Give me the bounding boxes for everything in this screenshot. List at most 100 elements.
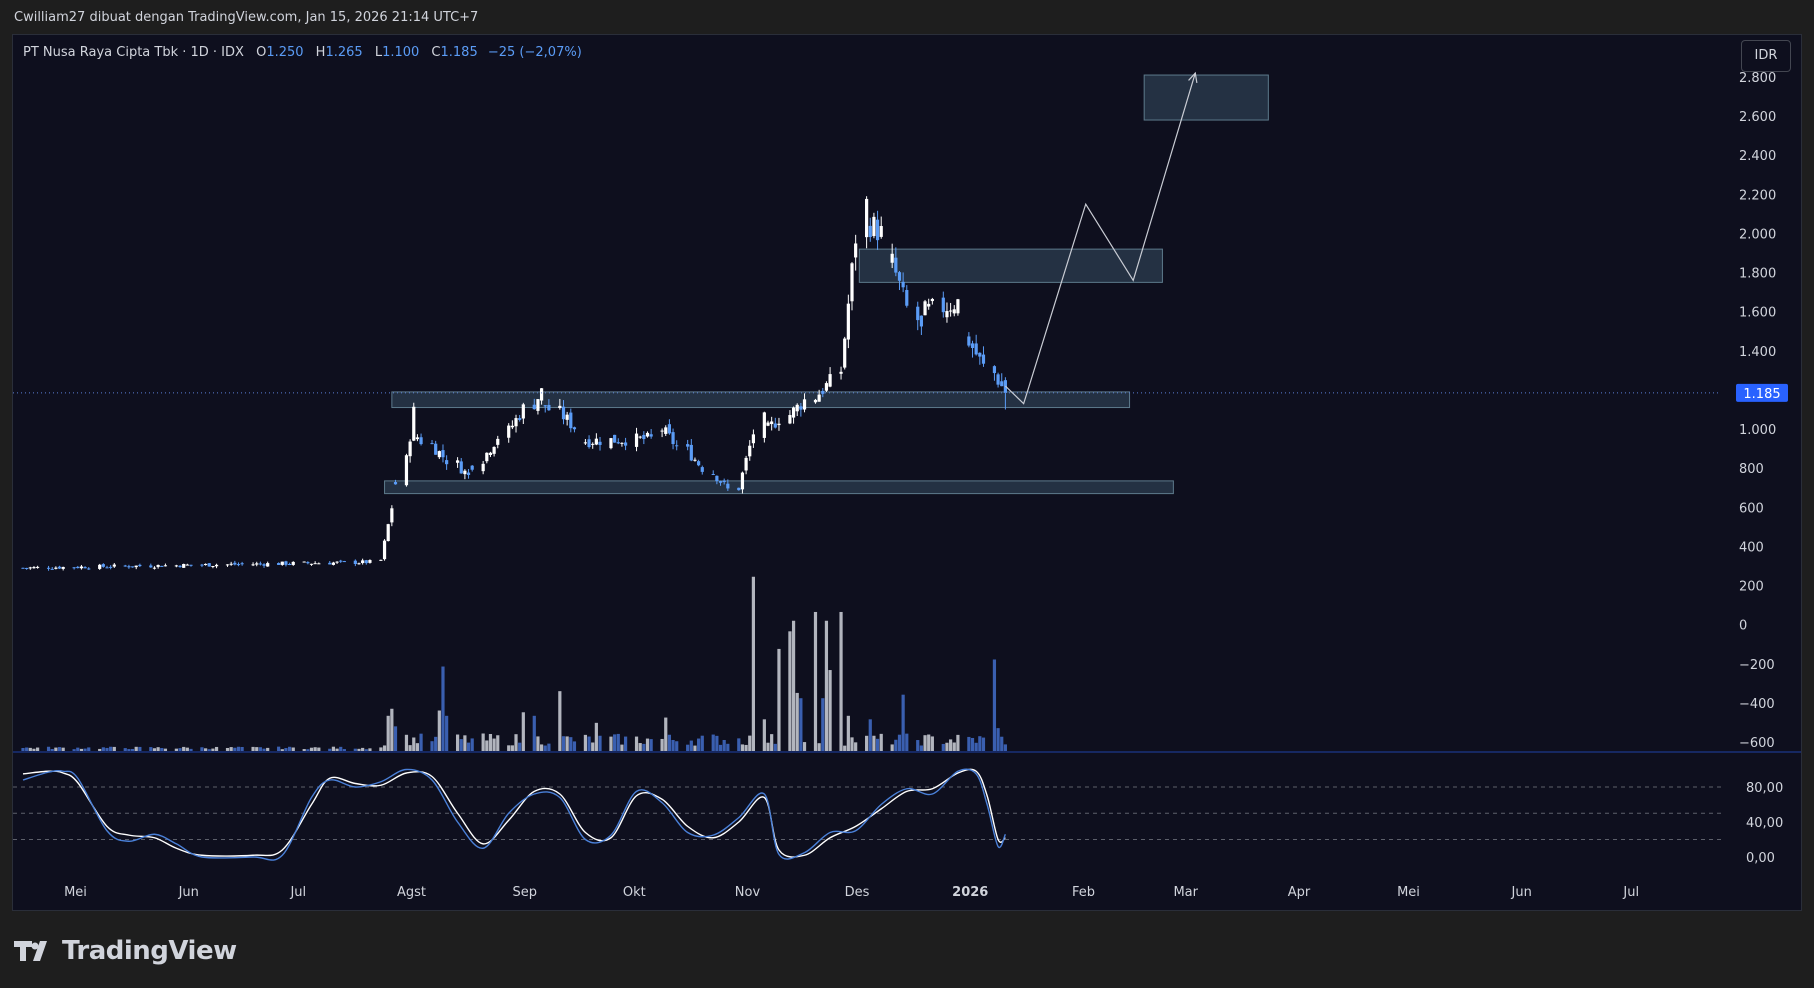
- candle-body: [364, 560, 368, 564]
- volume-bar: [492, 738, 496, 751]
- zone-box[interactable]: [391, 391, 1131, 409]
- zone-box[interactable]: [1143, 74, 1269, 121]
- volume-bar: [251, 746, 255, 751]
- volume-bar: [123, 748, 127, 751]
- tradingview-logo[interactable]: TradingView: [14, 936, 237, 966]
- candle-body: [507, 425, 511, 438]
- time-axis-tick: Feb: [1072, 885, 1095, 900]
- volume-bar: [572, 741, 577, 751]
- volume-bar: [992, 659, 997, 751]
- volume-bar: [57, 747, 62, 751]
- candle-body: [868, 225, 872, 238]
- volume-bar: [609, 736, 613, 751]
- volume-bar: [109, 746, 113, 751]
- price-axis-tick: 2.400: [1739, 149, 1776, 164]
- candle-body: [521, 404, 525, 419]
- candle-body: [112, 564, 116, 567]
- price-axis-tick: 800: [1739, 462, 1764, 477]
- volume-bar: [510, 745, 514, 751]
- volume-bar: [225, 747, 230, 751]
- candle-body: [229, 563, 233, 565]
- zone-box[interactable]: [858, 248, 1163, 283]
- volume-bar: [711, 734, 715, 751]
- candle-body: [843, 338, 847, 368]
- candle-body: [127, 566, 131, 568]
- volume-bar: [61, 747, 65, 751]
- volume-bar: [634, 736, 639, 751]
- volume-bar: [762, 719, 766, 751]
- volume-bar: [697, 738, 701, 751]
- volume-bar: [481, 733, 485, 751]
- price-axis-tick: 2.200: [1739, 188, 1776, 203]
- change-value: −25 (−2,07%): [487, 45, 582, 60]
- volume-bar: [445, 715, 449, 751]
- volume-bar: [36, 747, 40, 751]
- candle-body: [536, 399, 540, 411]
- volume-bar: [930, 736, 934, 751]
- candle-body: [916, 306, 920, 321]
- volume-bar: [638, 743, 642, 751]
- candle-body: [240, 563, 244, 565]
- volume-bar: [901, 694, 905, 751]
- volume-bar: [25, 747, 29, 751]
- currency-button[interactable]: IDR: [1741, 40, 1791, 72]
- chart-frame[interactable]: 1.185 2.800 2.600 2.400 2.200 2.000 1.800 1.600…: [12, 34, 1802, 911]
- volume-bar: [317, 747, 321, 751]
- candle-body: [21, 567, 25, 569]
- price-axis-tick: 1.400: [1739, 345, 1776, 360]
- volume-bar: [543, 745, 547, 751]
- candle-body: [865, 198, 869, 238]
- volume-bar: [536, 736, 540, 751]
- chart-attribution: Cwilliam27 dibuat dengan TradingView.com…: [14, 10, 479, 25]
- volume-bar: [843, 745, 847, 751]
- volume-bar: [284, 748, 288, 751]
- volume-bar: [152, 748, 157, 751]
- price-axis-tick: 0: [1739, 619, 1747, 634]
- volume-bar: [905, 733, 909, 751]
- candle-body: [945, 311, 949, 318]
- candle-body: [817, 394, 821, 402]
- stoch-axis-tick: 40,00: [1746, 816, 1783, 831]
- time-axis-tick: Sep: [512, 885, 537, 900]
- candle-body: [445, 460, 449, 465]
- candle-body: [872, 216, 876, 237]
- candle-body: [178, 565, 182, 568]
- volume-bar: [828, 670, 832, 751]
- candle-body: [138, 564, 142, 567]
- volume-bar: [949, 739, 953, 751]
- volume-bar: [156, 747, 160, 751]
- candle-body: [901, 281, 905, 288]
- volume-bar: [291, 747, 295, 751]
- candle-body: [686, 444, 690, 447]
- volume-bar: [182, 746, 186, 751]
- symbol-legend: PT Nusa Raya Cipta Tbk · 1D · IDX O1.250…: [23, 45, 582, 60]
- candle-body: [773, 423, 777, 428]
- candle-body: [777, 423, 781, 426]
- volume-bar: [83, 748, 87, 751]
- candle-body: [437, 451, 441, 458]
- volume-bar: [518, 742, 522, 751]
- candle-body: [262, 564, 266, 566]
- candle-body: [72, 567, 76, 569]
- volume-bar: [671, 739, 675, 751]
- volume-bar: [149, 747, 153, 751]
- candle-body: [313, 563, 317, 565]
- projection-path[interactable]: [1004, 72, 1196, 405]
- candle-body: [875, 219, 880, 241]
- candle-body: [737, 487, 741, 491]
- price-axis-tick: 2.800: [1739, 71, 1776, 86]
- zone-box[interactable]: [384, 480, 1174, 495]
- volume-bar: [138, 746, 142, 751]
- volume-bar: [616, 733, 620, 751]
- volume-bar: [361, 747, 365, 751]
- volume-bar: [200, 747, 204, 751]
- volume-bar: [521, 712, 525, 751]
- volume-bar: [770, 734, 774, 751]
- candle-body: [613, 434, 617, 443]
- volume-bar: [978, 736, 982, 751]
- volume-bar: [54, 747, 58, 751]
- candle-body: [532, 404, 536, 410]
- candle-body: [342, 561, 346, 563]
- candle-body: [583, 442, 588, 444]
- chart-canvas[interactable]: 1.185 2.800 2.600 2.400 2.200 2.000 1.800 1.600…: [13, 35, 1801, 910]
